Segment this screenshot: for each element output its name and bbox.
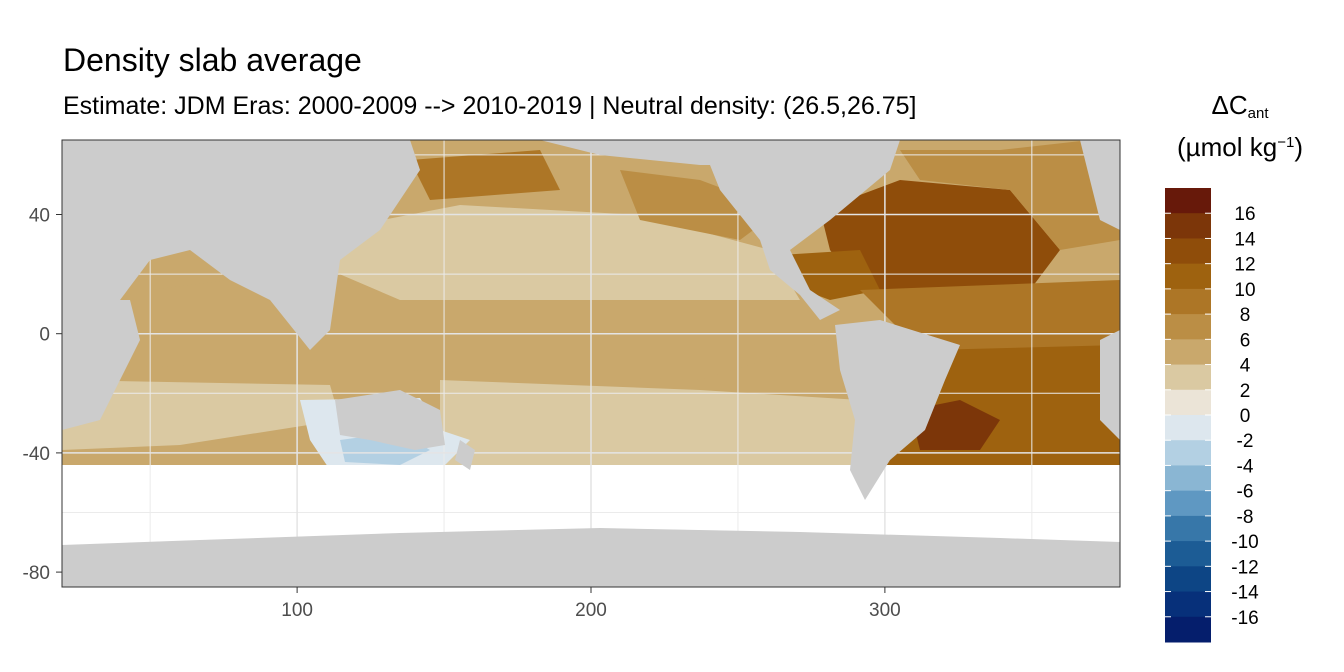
land-asia <box>62 140 420 350</box>
north-atlantic-gyre <box>820 180 1060 300</box>
colorbar-swatch <box>1165 465 1211 492</box>
colorbar-swatch <box>1165 389 1211 416</box>
colorbar-label: -16 <box>1231 608 1258 629</box>
colorbar-label: 8 <box>1240 305 1251 326</box>
colorbar-label: -4 <box>1237 456 1254 477</box>
colorbar-swatch <box>1165 314 1211 340</box>
y-tick-label: -40 <box>23 444 50 465</box>
colorbar-label: -14 <box>1231 583 1259 604</box>
land-north-america <box>700 140 900 320</box>
land-australia <box>335 390 445 450</box>
x-tick-label: 300 <box>869 600 901 621</box>
colorbar-swatch <box>1165 288 1211 315</box>
y-tick-label: -80 <box>23 563 50 584</box>
south-pacific-band <box>440 380 860 470</box>
land-greenland <box>1080 140 1120 230</box>
north-pacific-region <box>330 205 800 300</box>
south-atlantic-core <box>910 400 1000 450</box>
colorbar-swatch <box>1165 339 1211 366</box>
colorbar-label: 2 <box>1240 381 1251 402</box>
colorbar-swatch <box>1165 364 1211 391</box>
map-panel <box>62 140 1120 587</box>
south-indian-region <box>62 380 340 450</box>
x-tick-label: 200 <box>575 600 607 621</box>
subpolar-north-atlantic <box>900 140 1120 250</box>
colorbar-swatch <box>1165 591 1211 618</box>
colorbar-swatch <box>1165 263 1211 290</box>
colorbar-label: -8 <box>1237 507 1254 528</box>
colorbar-label: 0 <box>1240 406 1251 427</box>
colorbar-label: -2 <box>1237 431 1254 452</box>
colorbar-label: 14 <box>1234 229 1256 250</box>
colorbar-swatch <box>1165 541 1211 567</box>
colorbar-swatch <box>1165 566 1211 593</box>
colorbar-swatch <box>1165 440 1211 466</box>
land-south-america <box>835 320 960 500</box>
legend-title-variable: ΔCant <box>1211 90 1269 122</box>
legend-title-units: (µmol kg−1) <box>1177 131 1303 162</box>
land-masses <box>62 140 1120 587</box>
land-africa <box>62 300 140 430</box>
legend-title: ΔCant (µmol kg−1) <box>1160 85 1320 168</box>
colorbar-swatch <box>1165 188 1211 214</box>
colorbar-swatch <box>1165 213 1211 239</box>
colorbar-label: 12 <box>1234 255 1255 276</box>
land-new-zealand <box>455 440 475 470</box>
colorbar-swatch <box>1165 515 1211 542</box>
equatorial-pacific-region <box>380 300 830 380</box>
colorbar-label: 4 <box>1240 356 1251 377</box>
colorbar-swatch <box>1165 490 1211 517</box>
land-antarctica <box>62 528 1120 587</box>
chart-title: Density slab average <box>63 42 362 78</box>
colorbar: 16 14 12 10 8 6 4 2 0 -2 -4 -6 -8 -10 -12 -14 -16 <box>1165 188 1259 643</box>
colorbar-swatch <box>1165 415 1211 441</box>
colorbar-label: -12 <box>1231 557 1258 578</box>
y-tick-label: 0 <box>39 325 50 346</box>
colorbar-label: 10 <box>1234 280 1255 301</box>
colorbar-label: 16 <box>1234 204 1255 225</box>
kuroshio-region <box>410 150 560 200</box>
colorbar-swatch <box>1165 238 1211 265</box>
x-tick-label: 100 <box>281 600 313 621</box>
colorbar-label: 6 <box>1240 330 1251 351</box>
colorbar-label: -6 <box>1237 482 1254 503</box>
land-africa-east <box>1100 330 1120 440</box>
y-tick-label: 40 <box>29 206 50 227</box>
gulf-of-alaska-region <box>620 170 780 240</box>
colorbar-label: -10 <box>1231 532 1258 553</box>
chart-subtitle: Estimate: JDM Eras: 2000-2009 --> 2010-2… <box>63 92 917 120</box>
colorbar-swatch <box>1165 616 1211 643</box>
